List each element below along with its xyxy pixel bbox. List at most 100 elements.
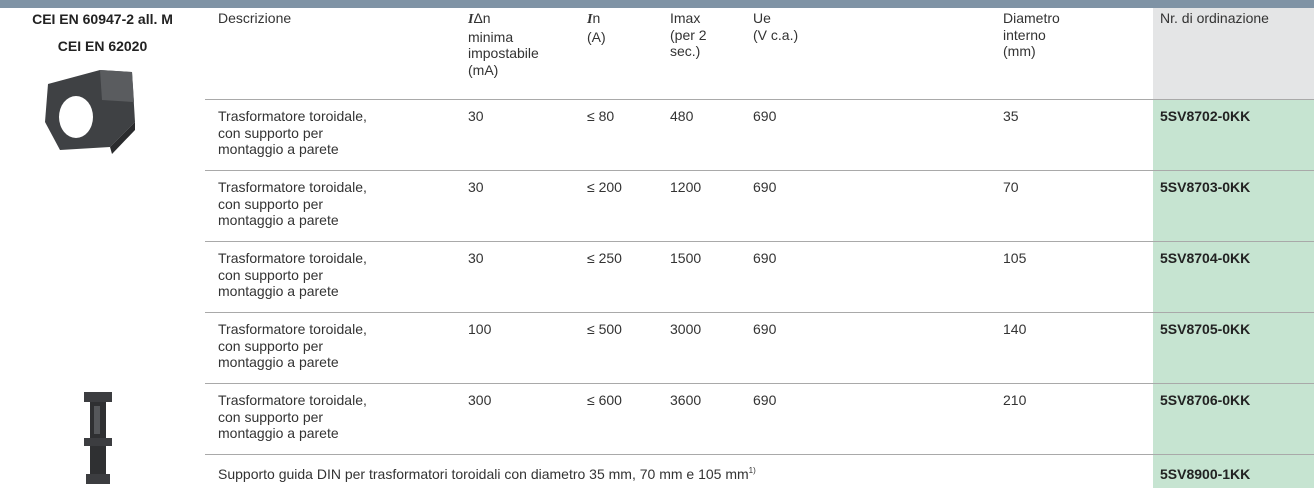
cell: 480	[670, 108, 694, 124]
cell: 100	[468, 321, 492, 337]
din-support-image	[84, 392, 112, 484]
header-text: (mm)	[1003, 43, 1036, 59]
header-text: Diametro	[1003, 10, 1060, 26]
cell: ≤ 500	[587, 321, 622, 337]
header-cell: In (A)	[587, 10, 606, 45]
final-text: Supporto guida DIN per trasformatori tor…	[218, 466, 749, 482]
header-line: (mm)	[1003, 43, 1060, 60]
header-cell: Imax (per 2 sec.)	[670, 10, 707, 60]
header-text: sec.)	[670, 43, 701, 59]
cell: ≤ 250	[587, 250, 622, 266]
cell: 30	[468, 108, 484, 124]
header-line: IΔn	[468, 10, 539, 29]
header-text: (mA)	[468, 61, 499, 78]
row-line	[205, 383, 1314, 384]
order-number: 5SV8705-0KK	[1160, 321, 1251, 337]
toroid-image	[45, 70, 135, 154]
row-line	[205, 241, 1314, 242]
description-line: Trasformatore toroidale,	[218, 250, 367, 266]
header-text: n	[592, 10, 601, 26]
cell: 30	[468, 250, 484, 266]
description-line: Trasformatore toroidale,	[218, 392, 367, 408]
cell: 300	[468, 392, 492, 408]
description-cell: Trasformatore toroidale, con supporto per…	[218, 392, 367, 442]
description-line: Trasformatore toroidale,	[218, 108, 367, 124]
header-line: (mA)	[468, 62, 539, 79]
header-line: Imax	[670, 10, 707, 27]
description-cell: Trasformatore toroidale, con supporto per…	[218, 108, 367, 158]
cell: 1200	[670, 179, 702, 195]
description-line: con supporto per	[218, 408, 324, 425]
description-line: con supporto per	[218, 195, 324, 212]
description-line: con supporto per	[218, 337, 324, 354]
cell: 35	[1003, 108, 1019, 124]
description-line: con supporto per	[218, 266, 324, 283]
header-cell: Diametro interno (mm)	[1003, 10, 1060, 60]
header-text: Ue	[753, 10, 771, 26]
cell: 210	[1003, 392, 1027, 408]
header-cell: Descrizione	[218, 10, 291, 27]
cell: ≤ 200	[587, 179, 622, 195]
description-line: Trasformatore toroidale,	[218, 321, 367, 337]
header-line: (per 2	[670, 27, 707, 44]
final-description: Supporto guida DIN per trasformatori tor…	[218, 466, 756, 483]
order-column-bg	[1153, 99, 1314, 488]
description-cell: Trasformatore toroidale, con supporto per…	[218, 321, 367, 371]
header-line: interno	[1003, 27, 1060, 44]
standard: CEI EN 62020	[57, 38, 148, 54]
standard: CEI EN 60947-2 all. M	[32, 11, 173, 27]
row-line	[205, 99, 1314, 100]
order-number: 5SV8702-0KK	[1160, 108, 1251, 124]
header-cell: IΔn minima impostabile (mA)	[468, 10, 539, 78]
description-line: montaggio a parete	[218, 141, 339, 157]
header-text: Δn	[473, 10, 491, 26]
order-number: 5SV8703-0KK	[1160, 179, 1251, 195]
header-line: (V c.a.)	[753, 27, 798, 44]
order-header-bg	[1153, 8, 1314, 99]
header-text: Descrizione	[218, 10, 292, 26]
cell: 690	[753, 392, 777, 408]
description-cell: Trasformatore toroidale, con supporto per…	[218, 179, 367, 229]
cell: 3000	[670, 321, 702, 337]
row-line	[205, 454, 1314, 455]
header-text: impostabile	[468, 45, 539, 61]
description-line: Trasformatore toroidale,	[218, 179, 367, 195]
order-number: 5SV8900-1KK	[1160, 466, 1251, 482]
footnote-mark: 1)	[748, 466, 756, 475]
top-bar	[0, 0, 1314, 8]
header-line: minima	[468, 29, 539, 46]
description-line: montaggio a parete	[218, 283, 339, 299]
header-line: (A)	[587, 29, 606, 46]
header-text: (V c.a.)	[753, 26, 799, 43]
header-line: Diametro	[1003, 10, 1060, 27]
header-text: (per 2	[670, 26, 707, 43]
header-line: sec.)	[670, 43, 707, 60]
order-number: 5SV8706-0KK	[1160, 392, 1251, 408]
cell: 690	[753, 108, 777, 124]
description-line: montaggio a parete	[218, 425, 339, 441]
description-line: montaggio a parete	[218, 354, 339, 370]
header-line: Ue	[753, 10, 798, 27]
description-line: con supporto per	[218, 124, 324, 141]
cell: 690	[753, 250, 777, 266]
cell: 690	[753, 179, 777, 195]
header-line: In	[587, 10, 606, 29]
cell: 3600	[670, 392, 702, 408]
cell: ≤ 600	[587, 392, 622, 408]
cell: ≤ 80	[587, 108, 615, 124]
header-line: impostabile	[468, 45, 539, 62]
header-symbol: I	[587, 12, 593, 27]
header-cell: Ue (V c.a.)	[753, 10, 798, 43]
row-line	[205, 312, 1314, 313]
cell: 140	[1003, 321, 1027, 337]
header-line: Descrizione	[218, 10, 291, 27]
row-line	[205, 170, 1314, 171]
order-number: 5SV8704-0KK	[1160, 250, 1251, 266]
cell: 690	[753, 321, 777, 337]
header-text: Nr. di ordinazione	[1160, 10, 1269, 26]
header-line: Nr. di ordinazione	[1160, 10, 1269, 27]
header-text: (A)	[587, 28, 606, 45]
cell: 70	[1003, 179, 1019, 195]
description-line: montaggio a parete	[218, 212, 339, 228]
